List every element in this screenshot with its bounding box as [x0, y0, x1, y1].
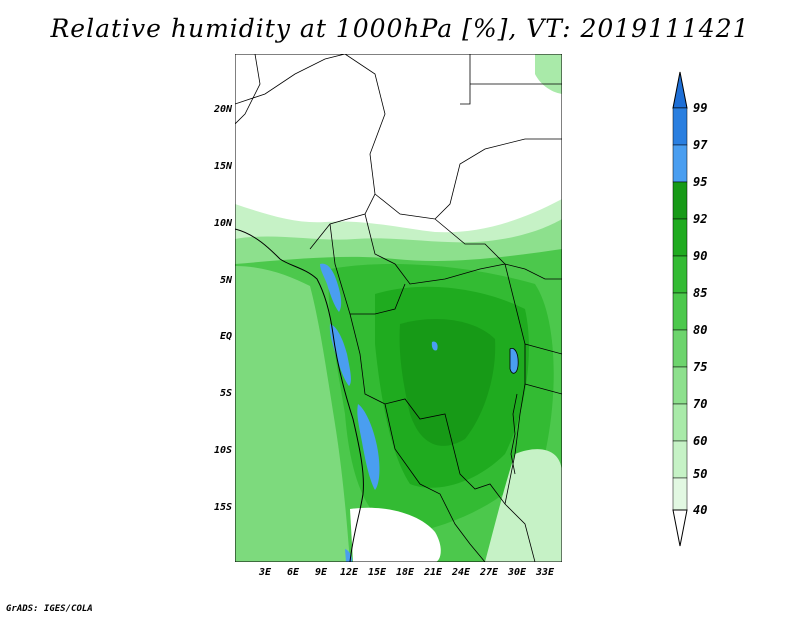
- colorbar-bin-40-50: [672, 477, 688, 511]
- saturated-lake-patch: [510, 348, 519, 374]
- colorbar-label-95: 95: [693, 175, 708, 189]
- coastline: [235, 228, 364, 562]
- grads-credit: GrADS: IGES/COLA: [6, 604, 93, 614]
- map-title: Relative humidity at 1000hPa [%], VT: 20…: [50, 14, 750, 43]
- colorbar-bin-80-85: [672, 292, 688, 331]
- lon-label-18e: 18E: [395, 567, 415, 578]
- lon-label-21e: 21E: [423, 567, 443, 578]
- southeast-transition: [485, 449, 562, 562]
- colorbar-label-50: 50: [693, 467, 708, 481]
- saturated-inland-patch: [431, 341, 438, 351]
- colorbar-bin-60-70: [672, 403, 688, 442]
- saturated-coastal-strip-mid: [329, 324, 351, 386]
- saturated-coastal-strip-north: [320, 263, 342, 312]
- humidity-band-92: [399, 319, 496, 446]
- colorbar-bin-90-92: [672, 218, 688, 257]
- colorbar-label-90: 90: [693, 249, 708, 263]
- lon-label-33e: 33E: [535, 567, 555, 578]
- colorbar-label-60: 60: [693, 434, 708, 448]
- colorbar-label-99: 99: [693, 101, 708, 115]
- lat-label-10n: 10N: [213, 218, 232, 229]
- southern-dry-region: [350, 507, 441, 562]
- lon-label-3e: 3E: [258, 567, 272, 578]
- lon-label-6e: 6E: [286, 567, 300, 578]
- colorbar-bin-75-80: [672, 329, 688, 368]
- saturated-coastal-strip-south: [357, 404, 380, 490]
- colorbar-bin-85-90: [672, 255, 688, 294]
- lat-label-eq: EQ: [219, 331, 232, 342]
- lon-label-15e: 15E: [367, 567, 387, 578]
- colorbar-label-40: 40: [693, 503, 708, 517]
- lon-label-12e: 12E: [339, 567, 359, 578]
- lat-label-5s: 5S: [219, 388, 232, 399]
- colorbar-label-75: 75: [693, 360, 708, 374]
- colorbar-label-85: 85: [693, 286, 708, 300]
- lake-outline: [509, 347, 519, 475]
- lon-label-30e: 30E: [507, 567, 527, 578]
- lat-label-15s: 15S: [213, 502, 232, 513]
- colorbar-top-arrow: [672, 71, 688, 109]
- lat-label-10s: 10S: [213, 445, 232, 456]
- colorbar-bin-97-99: [672, 107, 688, 146]
- colorbar-bin-50-60: [672, 440, 688, 479]
- colorbar: [672, 71, 688, 547]
- colorbar-bin-70-75: [672, 366, 688, 405]
- colorbar-label-70: 70: [693, 397, 708, 411]
- lat-label-20n: 20N: [213, 104, 232, 115]
- country-borders: [235, 54, 562, 562]
- lon-label-27e: 27E: [479, 567, 499, 578]
- lon-label-24e: 24E: [451, 567, 471, 578]
- colorbar-bin-95-97: [672, 144, 688, 183]
- lon-label-9e: 9E: [314, 567, 328, 578]
- lat-label-15n: 15N: [213, 161, 232, 172]
- map-panel: [235, 54, 562, 562]
- lat-label-5n: 5N: [219, 275, 232, 286]
- ocean-region: [235, 266, 350, 562]
- colorbar-bin-92-95: [672, 181, 688, 220]
- colorbar-label-97: 97: [693, 138, 708, 152]
- colorbar-bottom-arrow: [672, 509, 688, 547]
- colorbar-label-80: 80: [693, 323, 708, 337]
- colorbar-label-92: 92: [693, 212, 708, 226]
- humidity-map: [235, 54, 562, 562]
